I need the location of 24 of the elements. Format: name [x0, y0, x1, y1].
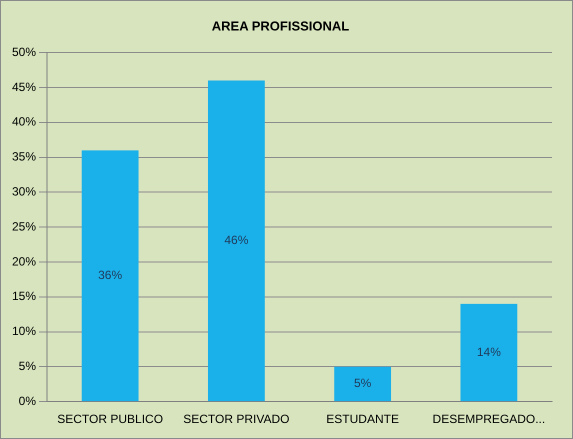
chart-title: AREA PROFISSIONAL: [212, 18, 350, 34]
x-tick-label: DESEMPREGADO...: [432, 412, 546, 426]
y-tick-label: 35%: [12, 150, 36, 164]
bar: [460, 304, 518, 402]
data-label: 5%: [354, 376, 372, 390]
bar: [334, 366, 392, 402]
x-tick-label: SECTOR PUBLICO: [57, 412, 164, 426]
y-tick-label: 15%: [12, 289, 36, 304]
x-tick-label: SECTOR PRIVADO: [183, 412, 290, 426]
y-tick-label: 10%: [12, 324, 36, 338]
bar: [82, 150, 139, 402]
y-tick-label: 25%: [12, 219, 36, 234]
data-label: 36%: [98, 268, 122, 282]
y-tick-label: 5%: [18, 359, 36, 374]
y-tick-label: 20%: [12, 254, 36, 268]
y-tick-label: 40%: [12, 114, 36, 129]
y-tick-label: 45%: [12, 80, 36, 94]
bar: [208, 80, 265, 402]
x-tick-label: ESTUDANTE: [326, 412, 399, 426]
y-tick-label: 0%: [18, 394, 36, 408]
data-label: 46%: [224, 233, 249, 248]
y-tick-label: 50%: [12, 44, 36, 59]
y-tick-label: 30%: [12, 184, 36, 199]
data-label: 14%: [476, 344, 502, 359]
